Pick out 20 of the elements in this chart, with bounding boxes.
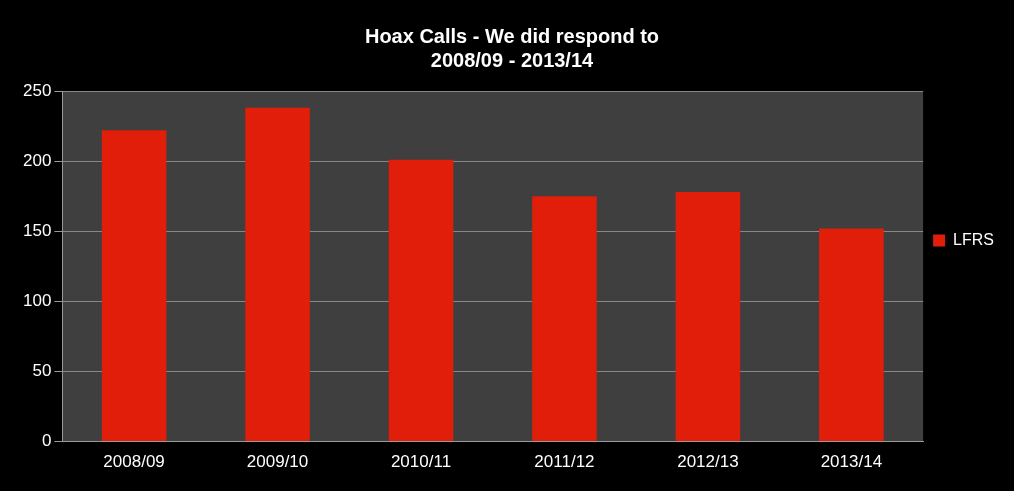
bar (819, 228, 884, 442)
x-tick-label: 2012/13 (677, 452, 739, 472)
x-tick-label: 2013/14 (820, 452, 883, 472)
y-tick-label: 200 (22, 150, 52, 170)
y-tick-label: 50 (32, 361, 52, 381)
chart-title: Hoax Calls - We did respond to 2008/09 - 2013/14 (364, 24, 660, 71)
x-tick-label: 2010/11 (390, 452, 452, 472)
x-tick-label: 2009/10 (246, 452, 309, 472)
bar (101, 130, 167, 442)
legend-label: LFRS (953, 230, 995, 248)
y-tick-label: 0 (41, 431, 52, 451)
bar (245, 107, 310, 442)
y-tick-label: 250 (22, 80, 52, 100)
bar (388, 159, 454, 442)
x-tick-label: 2008/09 (103, 452, 165, 472)
bar (532, 196, 597, 442)
bar (675, 191, 741, 442)
y-tick-label: 150 (22, 220, 52, 240)
x-tick-label: 2011/12 (534, 452, 595, 472)
y-tick-label: 100 (22, 291, 52, 311)
